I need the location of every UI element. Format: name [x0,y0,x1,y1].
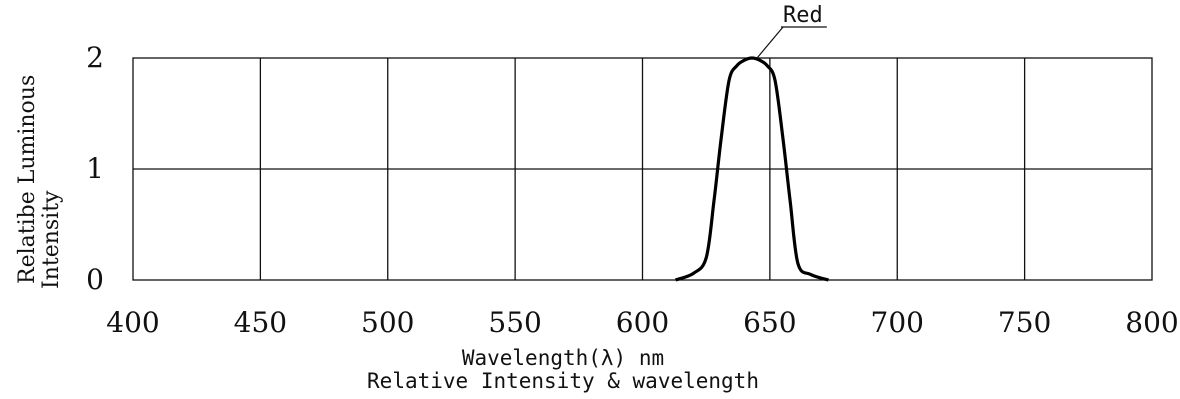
chart-caption: Relative Intensity & wavelength [367,369,759,393]
series-label: Red [783,3,823,28]
y-tick-label: 1 [86,152,104,185]
x-tick-label: 800 [1125,306,1178,339]
x-tick-label: 400 [106,306,159,339]
y-tick-labels: 0 1 2 [86,41,104,296]
x-tick-label: 500 [361,306,414,339]
grid [132,57,1153,281]
y-tick-label: 2 [86,41,104,74]
x-tick-label: 650 [743,306,796,339]
x-axis-label: Wavelength(λ) nm [462,346,664,370]
y-tick-label: 0 [86,263,104,296]
series-line-red [675,56,829,282]
series-layer: Red [675,3,829,282]
y-axis-label-line1: Relatibe Luminous [15,75,40,284]
x-tick-label: 750 [998,306,1051,339]
x-tick-label: 450 [234,306,287,339]
x-tick-labels: 400 450 500 550 600 650 700 750 800 [106,306,1178,339]
y-axis-label-line2: Intensity [39,190,64,289]
x-tick-label: 550 [488,306,541,339]
series-label-leader [756,26,784,59]
x-tick-label: 600 [616,306,669,339]
x-tick-label: 700 [871,306,924,339]
